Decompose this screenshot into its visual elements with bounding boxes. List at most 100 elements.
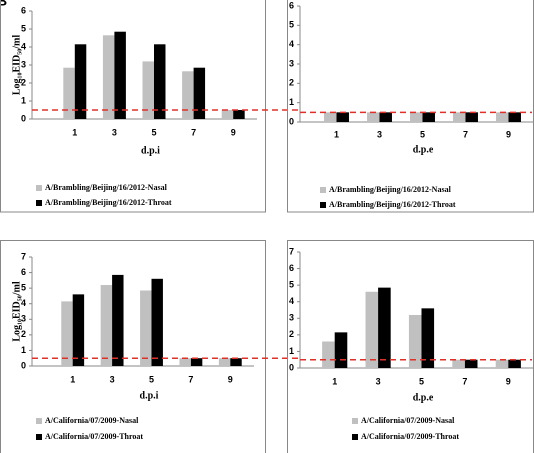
y-tick-label: 2: [289, 78, 294, 88]
bar: [422, 112, 435, 122]
x-tick-label: 9: [228, 374, 233, 384]
panel-frame: [0, 0, 266, 213]
x-tick-label: 7: [462, 376, 467, 386]
y-axis-label: Log₁₀EID₅₀/ml: [11, 35, 22, 96]
y-tick-label: 6: [21, 267, 26, 277]
bar: [142, 61, 154, 119]
bar: [74, 44, 87, 119]
panel-frame: [0, 240, 266, 453]
bar: [151, 278, 163, 366]
bar: [378, 287, 391, 368]
bar: [452, 359, 465, 368]
bar: [464, 359, 478, 368]
x-tick-label: 9: [231, 127, 236, 137]
x-tick-label: 5: [420, 129, 425, 139]
y-tick-label: 5: [289, 20, 294, 30]
panel-frame: [287, 0, 534, 213]
x-axis-label: d.p.e: [413, 392, 434, 403]
x-tick-label: 5: [149, 374, 154, 384]
y-tick-label: 1: [21, 345, 26, 355]
y-tick-label: 0: [21, 113, 26, 123]
bar: [63, 67, 75, 119]
x-tick-label: 5: [151, 127, 156, 137]
bar: [379, 112, 392, 122]
x-tick-label: 9: [506, 129, 511, 139]
legend-swatch: [320, 187, 326, 193]
x-tick-label: 3: [376, 376, 381, 386]
y-tick-label: 1: [289, 346, 294, 356]
bar: [336, 112, 349, 122]
bar: [465, 112, 478, 122]
y-tick-label: 1: [21, 95, 26, 105]
legend-label: A/California/07/2009-Throat: [361, 432, 459, 441]
bar: [367, 112, 380, 122]
y-tick-label: 4: [21, 41, 26, 51]
y-tick-label: 3: [289, 58, 294, 68]
legend-label: A/Brambling/Beijing/16/2012-Throat: [45, 198, 172, 207]
bar: [453, 112, 466, 122]
y-tick-label: 4: [289, 296, 294, 306]
bar: [408, 314, 422, 368]
y-tick-label: 2: [21, 329, 26, 339]
y-tick-label: 7: [21, 251, 26, 261]
x-tick-label: 3: [377, 129, 382, 139]
bar: [410, 112, 423, 122]
x-tick-label: 9: [506, 376, 511, 386]
x-tick-label: 3: [110, 374, 115, 384]
bar: [140, 290, 152, 366]
x-tick-label: 3: [112, 127, 117, 137]
legend-swatch: [352, 434, 358, 440]
x-axis-label: d.p.i: [141, 145, 160, 156]
legend-label: A/Brambling/Beijing/16/2012-Nasal: [45, 183, 168, 192]
bar: [233, 110, 245, 119]
x-tick-label: 7: [191, 127, 196, 137]
legend-swatch: [36, 418, 42, 424]
legend-label: A/Brambling/Beijing/16/2012-Nasal: [329, 185, 452, 194]
y-tick-label: 3: [21, 314, 26, 324]
legend-swatch: [352, 418, 358, 424]
bar: [179, 358, 191, 366]
legend-label: A/California/07/2009-Nasal: [45, 416, 139, 425]
legend-swatch: [320, 202, 326, 208]
panel-label: B: [0, 0, 7, 9]
bar: [508, 112, 521, 122]
bar: [61, 301, 73, 366]
y-tick-label: 6: [21, 5, 26, 15]
bar: [182, 71, 194, 119]
bar: [114, 31, 126, 120]
y-tick-label: 5: [289, 280, 294, 290]
bar: [190, 358, 203, 366]
y-tick-label: 0: [289, 362, 294, 372]
bar: [102, 35, 115, 119]
legend-label: A/California/07/2009-Throat: [45, 432, 143, 441]
x-tick-label: 7: [463, 129, 468, 139]
bar: [421, 308, 435, 368]
legend-swatch: [36, 200, 42, 206]
y-tick-label: 3: [289, 313, 294, 323]
y-tick-label: 6: [289, 0, 294, 10]
x-tick-label: 7: [188, 374, 193, 384]
legend-swatch: [36, 185, 42, 191]
bar: [112, 274, 124, 366]
y-tick-label: 2: [289, 329, 294, 339]
bar: [324, 112, 337, 122]
y-tick-label: 1: [289, 97, 294, 107]
y-tick-label: 5: [21, 283, 26, 293]
bar: [72, 294, 85, 366]
x-tick-label: 1: [72, 127, 77, 137]
legend-label: A/California/07/2009-Nasal: [361, 416, 455, 425]
bar: [322, 341, 335, 368]
y-tick-label: 6: [289, 263, 294, 273]
bar: [334, 332, 348, 368]
legend-label: A/Brambling/Beijing/16/2012-Throat: [329, 200, 456, 209]
y-tick-label: 5: [21, 23, 26, 33]
x-tick-label: 1: [332, 376, 337, 386]
bar: [230, 358, 242, 366]
y-tick-label: 0: [21, 360, 26, 370]
legend-swatch: [36, 434, 42, 440]
bar: [495, 359, 509, 368]
bar: [508, 359, 521, 368]
bar: [221, 110, 234, 119]
y-tick-label: 3: [21, 59, 26, 69]
